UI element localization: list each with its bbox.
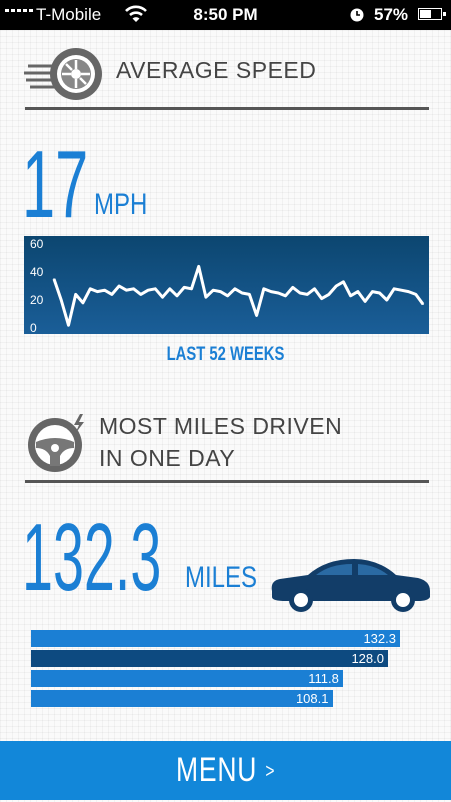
speed-data-point (212, 289, 214, 291)
speed-data-point (386, 299, 388, 301)
miles-bar-label: 128.0 (351, 651, 384, 666)
most-miles-title-line1: MOST MILES DRIVEN (99, 413, 343, 439)
speed-data-point (320, 297, 323, 300)
tire-icon (24, 48, 102, 100)
speed-data-point (197, 265, 200, 268)
miles-bar-label: 108.1 (295, 691, 329, 706)
car-icon (271, 559, 430, 612)
speed-data-point (67, 324, 70, 326)
alarm-icon (350, 8, 364, 22)
speed-data-point (161, 296, 164, 298)
speed-data-point (248, 293, 251, 296)
miles-bar: 108.1 (31, 690, 333, 707)
section-divider (25, 480, 429, 483)
miles-bar: 132.3 (31, 630, 400, 647)
speed-data-point (82, 302, 84, 304)
speed-data-point (349, 295, 352, 297)
y-tick-label: 20 (30, 293, 44, 307)
speed-data-point (407, 290, 410, 293)
battery-percent: 57% (374, 5, 409, 24)
miles-bar: 111.8 (31, 670, 343, 687)
chevron-right-icon: > (265, 760, 276, 783)
speed-data-point (140, 293, 142, 296)
speed-data-point (74, 293, 77, 296)
most-miles-title-line2: IN ONE DAY (99, 445, 236, 471)
speed-data-point (125, 289, 128, 291)
average-speed-value: 17 (22, 131, 89, 238)
speed-data-point (364, 300, 366, 303)
speed-data-point (60, 299, 63, 301)
section-divider (25, 107, 429, 110)
speed-data-point (241, 292, 243, 294)
speed-data-point (414, 293, 417, 296)
most-miles-unit: MILES (185, 561, 258, 594)
speed-data-point (132, 288, 135, 290)
speed-data-point (168, 288, 171, 290)
speed-data-point (270, 290, 272, 293)
chart-caption-text: LAST 52 WEEKS (166, 344, 285, 365)
menu-label: MENU (175, 751, 258, 789)
speed-line-chart: 60 40 20 0 (24, 236, 429, 335)
speed-data-point (335, 285, 337, 287)
speed-data-point (263, 288, 265, 290)
wifi-icon (125, 5, 147, 22)
steering-wheel-icon (28, 414, 84, 472)
speed-data-point (306, 293, 309, 296)
signal-icon (5, 9, 33, 12)
speed-data-point (328, 293, 330, 296)
speed-data-point (400, 289, 403, 291)
speed-data-point (118, 285, 120, 287)
speed-chart-svg: 60 40 20 0 (24, 236, 429, 335)
speed-data-point (371, 290, 374, 293)
y-tick-label: 60 (30, 237, 44, 251)
carrier-name: T-Mobile (36, 5, 102, 24)
chart-caption: LAST 52 WEEKS (0, 344, 451, 366)
status-bar: T-Mobile 8:50 PM 57% (0, 0, 451, 30)
speed-data-point (176, 295, 178, 297)
speed-data-point (103, 289, 106, 291)
average-speed-unit: MPH (94, 188, 148, 221)
speed-data-point (299, 292, 301, 294)
miles-bar-label: 111.8 (308, 671, 339, 686)
speed-data-point (378, 292, 381, 294)
speed-data-point (226, 295, 229, 297)
speed-data-point (255, 314, 258, 317)
speed-data-point (422, 303, 424, 305)
speed-data-point (277, 292, 280, 294)
y-tick-label: 0 (30, 321, 37, 334)
chart-background (24, 236, 429, 334)
miles-bar-list: 132.3 128.0 111.8 108.1 (31, 630, 411, 710)
miles-bar-label: 132.3 (363, 631, 396, 646)
menu-button[interactable]: MENU > (0, 741, 451, 800)
speed-data-point (111, 293, 113, 296)
speed-data-point (291, 286, 294, 289)
speed-data-point (357, 290, 359, 293)
clock: 8:50 PM (193, 5, 258, 24)
speed-data-point (313, 288, 316, 290)
speed-data-point (205, 296, 207, 298)
speed-data-point (183, 286, 186, 289)
speed-data-point (190, 288, 193, 290)
miles-bar: 128.0 (31, 650, 388, 667)
average-speed-title: AVERAGE SPEED (116, 57, 317, 83)
most-miles-value: 132.3 (22, 504, 162, 611)
speed-data-point (219, 290, 222, 293)
speed-data-point (234, 288, 236, 290)
speed-data-point (89, 288, 91, 290)
speed-data-point (53, 278, 55, 280)
speed-data-point (96, 290, 99, 293)
speed-data-point (154, 288, 157, 290)
y-tick-label: 40 (30, 265, 44, 279)
speed-data-point (147, 289, 149, 291)
speed-data-point (284, 295, 287, 297)
battery-icon (418, 8, 446, 20)
speed-data-point (342, 281, 345, 283)
speed-data-point (393, 288, 395, 290)
speed-series-line (52, 264, 425, 327)
